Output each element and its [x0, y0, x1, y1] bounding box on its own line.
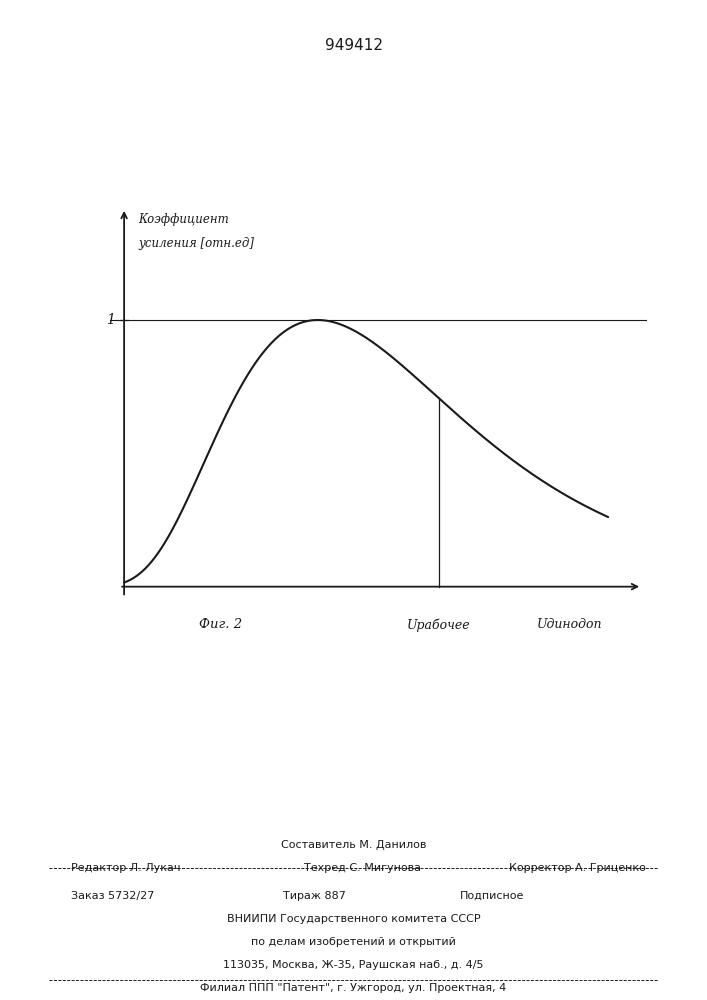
Text: Коэффициент: Коэффициент: [139, 213, 229, 226]
Text: Редактор Л. Лукач: Редактор Л. Лукач: [71, 863, 180, 873]
Text: Uрабочее: Uрабочее: [407, 618, 471, 632]
Text: Техред С. Мигунова: Техред С. Мигунова: [304, 863, 421, 873]
Text: Заказ 5732/27: Заказ 5732/27: [71, 891, 154, 901]
Text: 1: 1: [107, 313, 115, 327]
Text: по делам изобретений и открытий: по делам изобретений и открытий: [251, 937, 456, 947]
Text: Составитель М. Данилов: Составитель М. Данилов: [281, 840, 426, 850]
Text: Филиал ППП "Патент", г. Ужгород, ул. Проектная, 4: Филиал ППП "Патент", г. Ужгород, ул. Про…: [200, 983, 507, 993]
Text: Корректор А. Гриценко: Корректор А. Гриценко: [509, 863, 646, 873]
Text: 949412: 949412: [325, 38, 382, 53]
Text: Uдинодоп: Uдинодоп: [537, 618, 602, 631]
Text: Подписное: Подписное: [460, 891, 524, 901]
Text: Фиг. 2: Фиг. 2: [199, 618, 243, 631]
Text: усиления [отн.ед]: усиления [отн.ед]: [139, 237, 255, 250]
Text: 113035, Москва, Ж-35, Раушская наб., д. 4/5: 113035, Москва, Ж-35, Раушская наб., д. …: [223, 960, 484, 970]
Text: ВНИИПИ Государственного комитета СССР: ВНИИПИ Государственного комитета СССР: [227, 914, 480, 924]
Text: Тираж 887: Тираж 887: [283, 891, 346, 901]
